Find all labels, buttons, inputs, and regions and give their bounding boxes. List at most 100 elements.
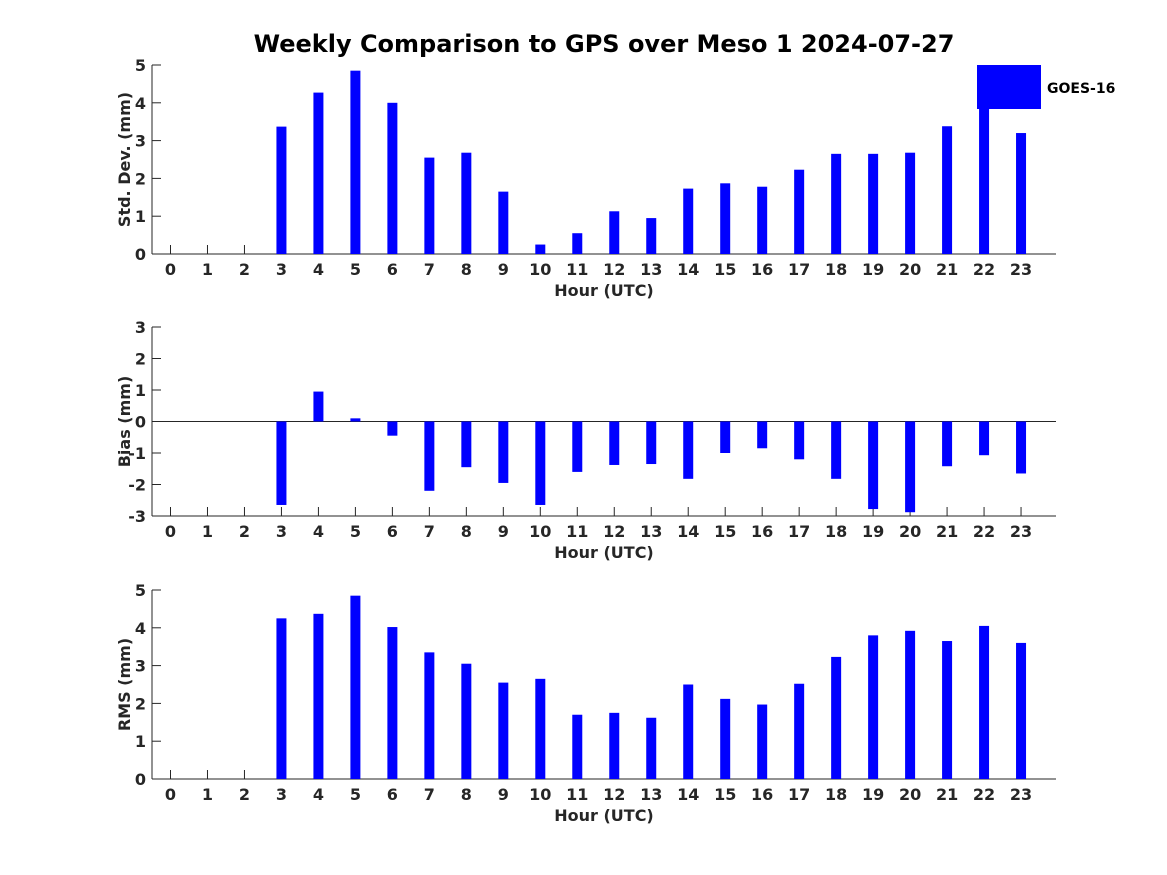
bar-hour-5 <box>350 70 361 254</box>
bar-hour-5 <box>350 418 361 422</box>
x-tick-label: 15 <box>714 522 736 541</box>
bar-hour-18 <box>831 421 842 479</box>
bar-hour-11 <box>572 714 583 779</box>
x-tick-label: 0 <box>165 785 176 804</box>
x-tick-label: 13 <box>640 785 662 804</box>
y-tick-label: 2 <box>135 694 146 713</box>
x-tick-label: 5 <box>350 260 361 279</box>
x-tick-label: 16 <box>751 260 773 279</box>
bar-hour-20 <box>905 630 916 779</box>
x-tick-label: 23 <box>1010 260 1032 279</box>
x-tick-label: 12 <box>603 522 625 541</box>
bar-hour-18 <box>831 656 842 779</box>
x-tick-label: 14 <box>677 785 699 804</box>
x-tick-label: 9 <box>498 522 509 541</box>
bar-hour-15 <box>720 183 731 254</box>
x-tick-label: 10 <box>529 522 551 541</box>
y-tick-label: 0 <box>135 770 146 789</box>
bar-hour-11 <box>572 421 583 472</box>
y-tick-label: -2 <box>128 476 146 495</box>
y-tick-label: 2 <box>135 350 146 369</box>
bar-hour-3 <box>276 421 287 505</box>
x-tick-label: 4 <box>313 522 324 541</box>
x-tick-label: 12 <box>603 785 625 804</box>
bar-hour-4 <box>313 613 324 779</box>
y-tick-label: 4 <box>135 94 146 113</box>
x-axis-label: Hour (UTC) <box>554 543 654 562</box>
bar-hour-16 <box>757 186 768 254</box>
bar-hour-21 <box>942 641 953 779</box>
x-tick-label: 7 <box>424 522 435 541</box>
x-tick-label: 15 <box>714 260 736 279</box>
y-tick-label: 0 <box>135 245 146 264</box>
bar-hour-9 <box>498 191 509 254</box>
x-tick-label: 16 <box>751 785 773 804</box>
bar-hour-19 <box>868 153 879 254</box>
legend-label-goes-16: GOES-16 <box>1047 81 1115 97</box>
x-tick-label: 15 <box>714 785 736 804</box>
bar-hour-11 <box>572 233 583 254</box>
bar-hour-13 <box>646 218 657 254</box>
x-tick-label: 13 <box>640 522 662 541</box>
x-tick-label: 10 <box>529 785 551 804</box>
x-axis-label: Hour (UTC) <box>554 281 654 300</box>
bar-hour-17 <box>794 683 805 779</box>
bar-hour-22 <box>979 625 990 779</box>
bar-hour-23 <box>1016 421 1027 474</box>
y-tick-label: 2 <box>135 169 146 188</box>
y-tick-label: -1 <box>128 444 146 463</box>
x-tick-label: 2 <box>239 522 250 541</box>
x-tick-label: 5 <box>350 522 361 541</box>
y-tick-label: 4 <box>135 619 146 638</box>
x-tick-label: 0 <box>165 522 176 541</box>
x-tick-label: 22 <box>973 522 995 541</box>
bar-hour-23 <box>1016 642 1027 779</box>
x-tick-label: 5 <box>350 785 361 804</box>
x-tick-label: 4 <box>313 260 324 279</box>
y-axis-label: Bias (mm) <box>115 376 134 468</box>
bar-hour-7 <box>424 652 435 779</box>
chart-title: Weekly Comparison to GPS over Meso 1 202… <box>254 30 955 58</box>
x-tick-label: 1 <box>202 260 213 279</box>
bar-hour-15 <box>720 421 731 453</box>
x-tick-label: 6 <box>387 260 398 279</box>
x-tick-label: 20 <box>899 260 921 279</box>
x-tick-label: 14 <box>677 522 699 541</box>
bar-hour-21 <box>942 126 953 254</box>
x-tick-label: 20 <box>899 522 921 541</box>
x-tick-label: 1 <box>202 785 213 804</box>
x-tick-label: 22 <box>973 785 995 804</box>
x-axis-label: Hour (UTC) <box>554 806 654 825</box>
x-tick-label: 11 <box>566 785 588 804</box>
bar-hour-8 <box>461 663 472 779</box>
bar-hour-18 <box>831 153 842 254</box>
bar-hour-22 <box>979 421 990 456</box>
x-tick-label: 23 <box>1010 785 1032 804</box>
y-tick-label: 3 <box>135 318 146 337</box>
x-tick-label: 20 <box>899 785 921 804</box>
chart-legend: GOES-16 <box>977 65 1115 109</box>
bar-hour-21 <box>942 421 953 467</box>
bar-hour-10 <box>535 421 546 505</box>
x-tick-label: 21 <box>936 260 958 279</box>
x-tick-label: 18 <box>825 522 847 541</box>
x-tick-label: 2 <box>239 260 250 279</box>
x-tick-label: 22 <box>973 260 995 279</box>
bar-hour-4 <box>313 92 324 255</box>
y-axis-label: RMS (mm) <box>115 638 134 731</box>
bar-hour-10 <box>535 244 546 254</box>
x-tick-label: 14 <box>677 260 699 279</box>
y-axis-label: Std. Dev. (mm) <box>115 92 134 227</box>
x-tick-label: 11 <box>566 260 588 279</box>
x-tick-label: 12 <box>603 260 625 279</box>
bar-hour-19 <box>868 421 879 510</box>
bar-hour-22 <box>979 108 990 254</box>
bar-hour-9 <box>498 421 509 483</box>
x-tick-label: 23 <box>1010 522 1032 541</box>
x-tick-label: 10 <box>529 260 551 279</box>
x-tick-label: 8 <box>461 260 472 279</box>
x-tick-label: 19 <box>862 785 884 804</box>
bar-hour-5 <box>350 595 361 779</box>
